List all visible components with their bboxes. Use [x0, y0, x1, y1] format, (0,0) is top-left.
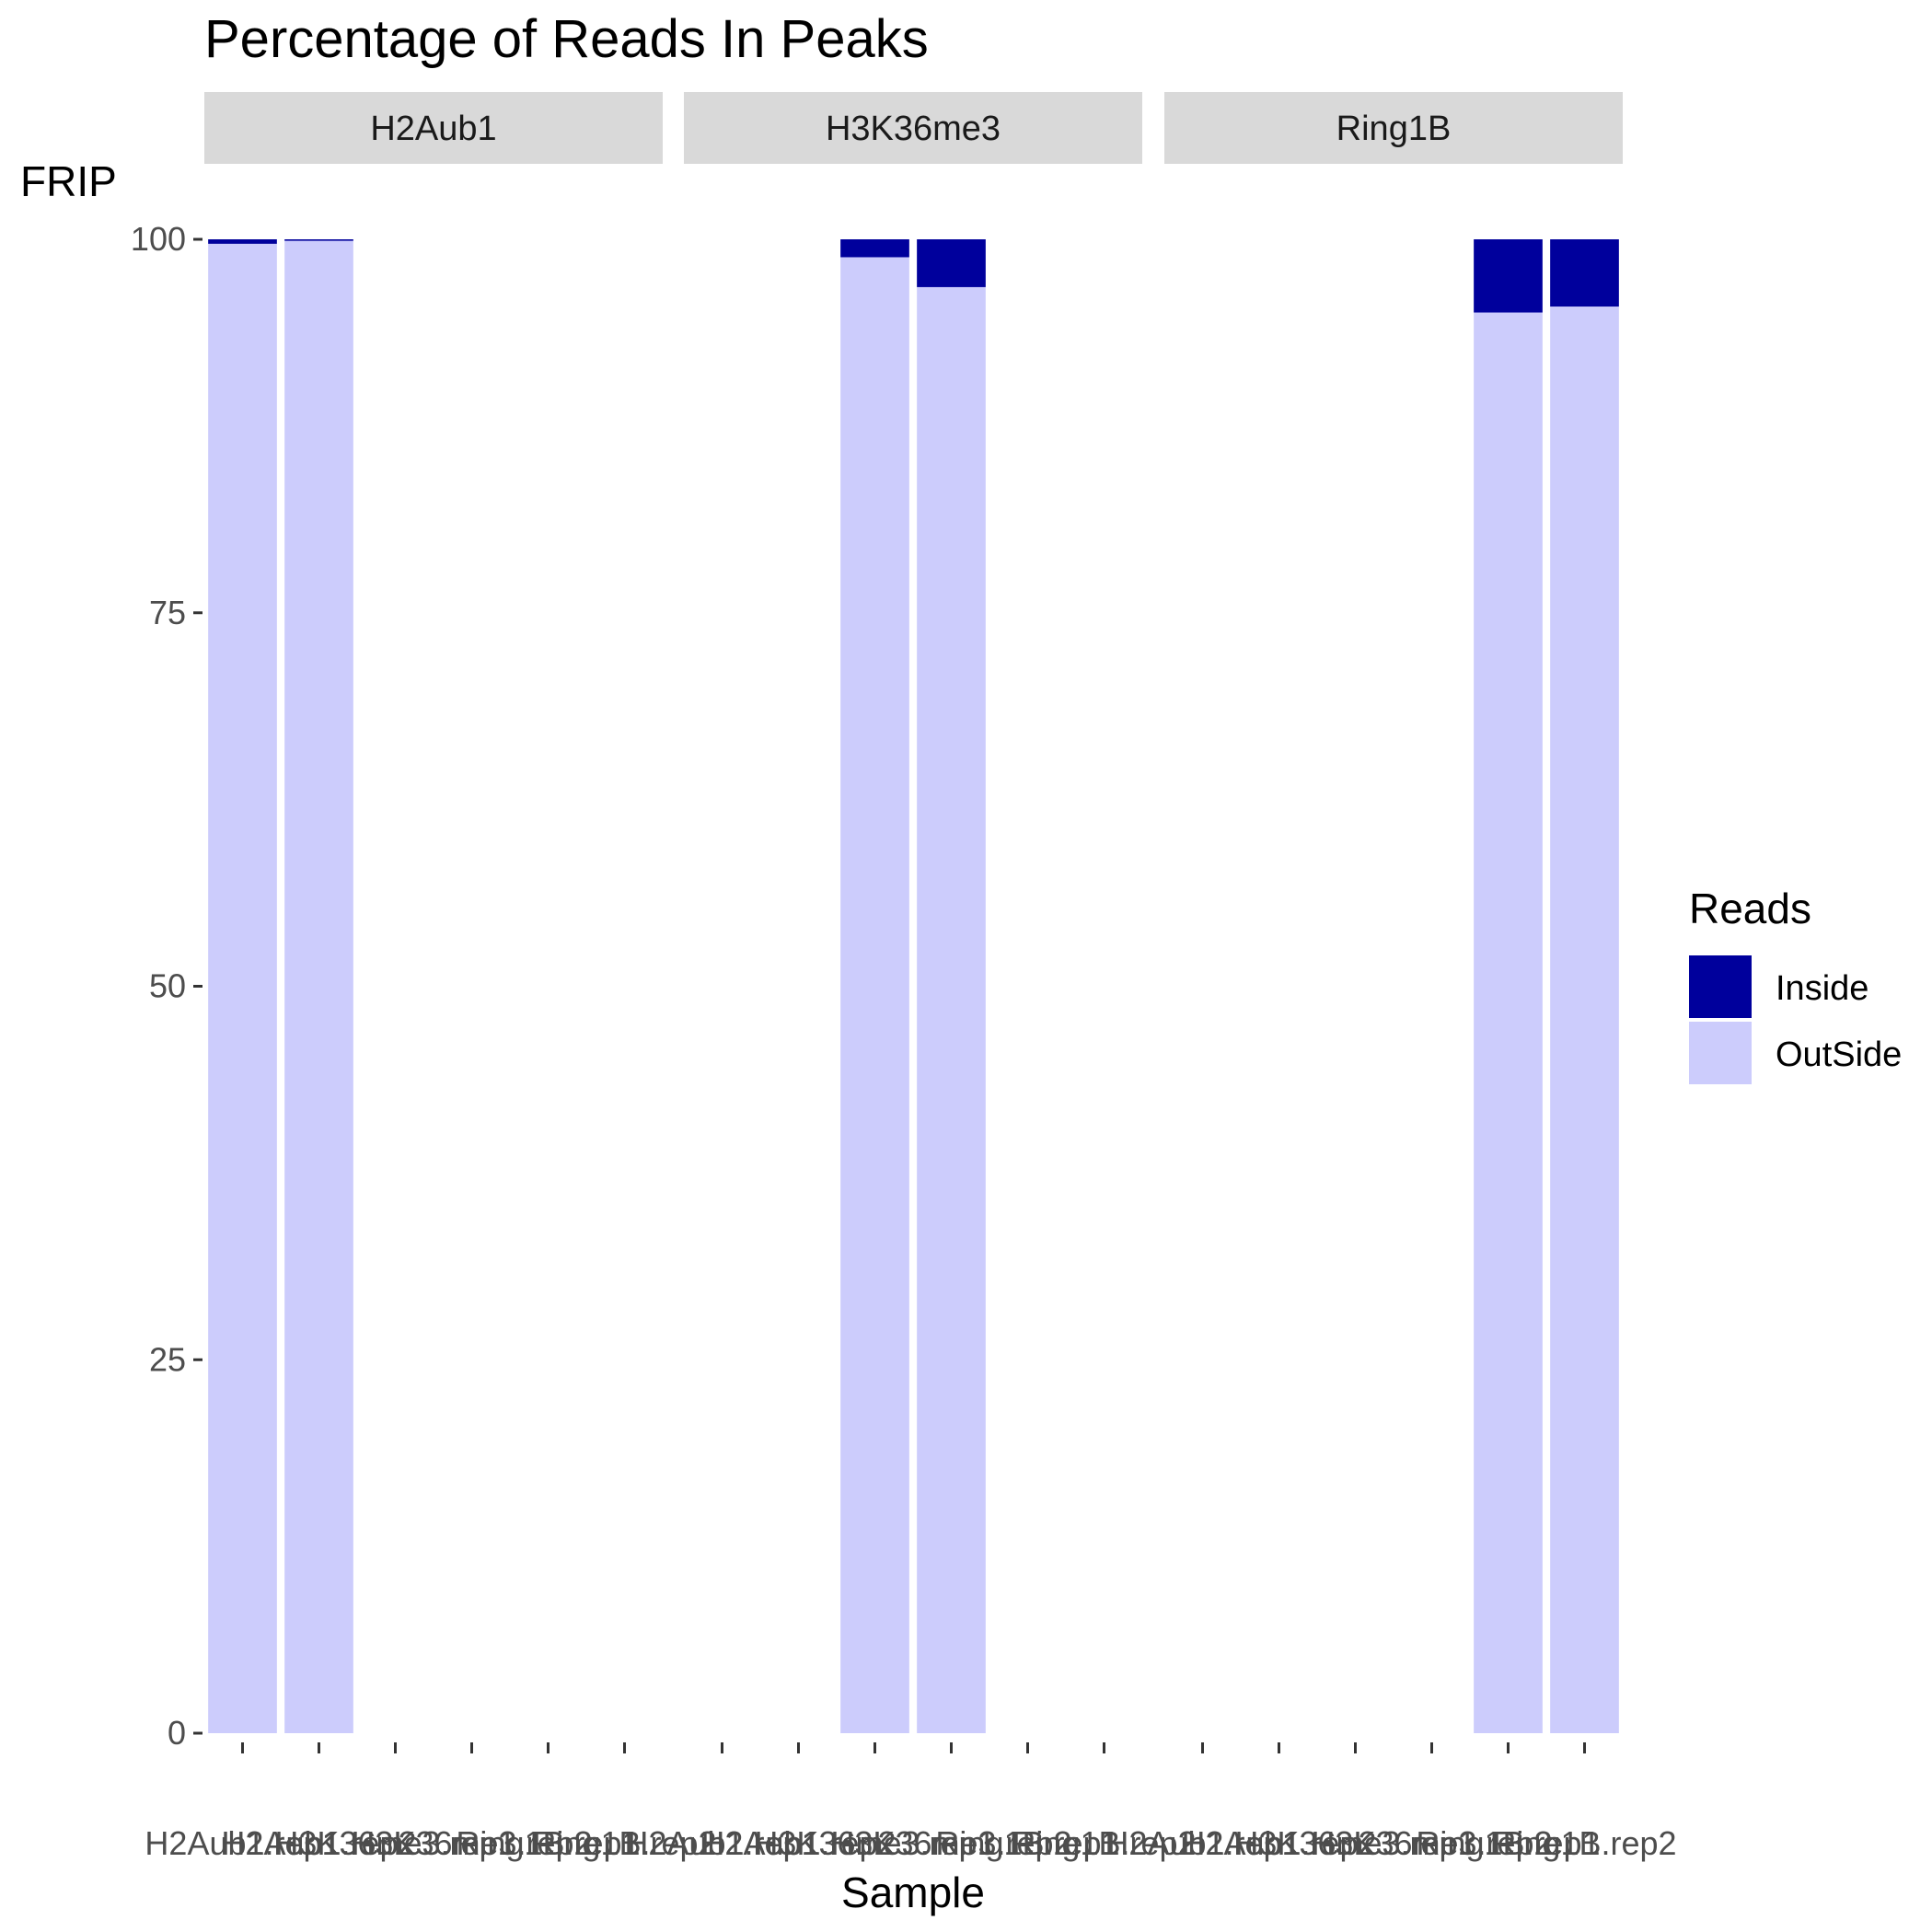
- chart-title: Percentage of Reads In Peaks: [204, 9, 929, 69]
- x-tick-label: H3K36me3.rep2: [830, 1824, 1071, 1862]
- x-tick-label: Ring1B.rep2: [1492, 1824, 1676, 1862]
- legend-label-outside: OutSide: [1776, 1035, 1902, 1074]
- y-tick-label: 75: [149, 594, 186, 631]
- x-tick-label: Ring1B.rep1: [1416, 1824, 1600, 1862]
- x-tick-label: H2Aub1.rep2: [221, 1824, 416, 1862]
- x-tick-label: H2Aub1.rep1: [145, 1824, 340, 1862]
- bar-inside-h2aub1-rep1: [208, 239, 277, 244]
- x-tick-label: H3K36me3.rep2: [1311, 1824, 1552, 1862]
- x-tick-label: H3K36me3.rep1: [1234, 1824, 1475, 1862]
- bar-inside-ring1b-rep1: [1474, 239, 1543, 313]
- facet-strips: H2Aub1 H3K36me3 Ring1B: [204, 92, 1623, 164]
- y-tick-label: 0: [168, 1714, 186, 1752]
- bar-outside-ring1b-rep2: [1550, 307, 1619, 1733]
- bar-inside-ring1b-rep2: [1550, 239, 1619, 307]
- x-tick-label: Ring1B.rep1: [935, 1824, 1119, 1862]
- y-axis: 0 25 50 75 100: [131, 220, 202, 1752]
- bar-outside-h2aub1-rep2: [284, 240, 353, 1733]
- bar-inside-h2aub1-rep2: [284, 239, 353, 241]
- x-tick-label: H2Aub1.rep1: [624, 1824, 819, 1862]
- x-tick-label: H3K36me3.rep2: [351, 1824, 592, 1862]
- bar-inside-h3k36me3-rep2: [917, 239, 986, 287]
- x-tick-label: H2Aub1.rep1: [1105, 1824, 1300, 1862]
- legend: Reads Inside OutSide: [1689, 885, 1902, 1084]
- legend-label-inside: Inside: [1776, 969, 1868, 1008]
- x-tick-label: Ring1B.rep2: [532, 1824, 716, 1862]
- x-axis-title: Sample: [841, 1868, 985, 1916]
- legend-title: Reads: [1689, 885, 1811, 932]
- x-tick-label: H3K36me3.rep1: [754, 1824, 995, 1862]
- x-tick-label: Ring1B.rep2: [1012, 1824, 1196, 1862]
- y-tick-label: 100: [131, 220, 186, 258]
- x-axis: H2Aub1.rep1H2Aub1.rep2H3K36me3.rep1H3K36…: [145, 1742, 1677, 1862]
- y-tick-label: 50: [149, 967, 186, 1005]
- facet-strip-label: Ring1B: [1336, 110, 1452, 148]
- x-tick-label: H3K36me3.rep1: [274, 1824, 515, 1862]
- legend-key-outside: [1689, 1022, 1752, 1084]
- bar-inside-h3k36me3-rep1: [840, 239, 909, 258]
- facet-strip: [684, 92, 1142, 164]
- facet-strip-label: H3K36me3: [826, 110, 1001, 148]
- facet-strip: [204, 92, 663, 164]
- x-tick-label: Ring1B.rep1: [456, 1824, 640, 1862]
- y-tick-label: 25: [149, 1340, 186, 1378]
- facet-strip-label: H2Aub1: [370, 110, 496, 148]
- facet-panels: [208, 239, 1619, 1734]
- x-tick-label: H2Aub1.rep2: [700, 1824, 896, 1862]
- bar-outside-h3k36me3-rep2: [917, 286, 986, 1733]
- x-tick-label: H2Aub1.rep2: [1181, 1824, 1376, 1862]
- y-axis-title: FRIP: [20, 157, 117, 205]
- bar-outside-h3k36me3-rep1: [840, 257, 909, 1733]
- facet-strip: [1164, 92, 1623, 164]
- bar-outside-ring1b-rep1: [1474, 312, 1543, 1734]
- legend-key-inside: [1689, 955, 1752, 1018]
- bar-outside-h2aub1-rep1: [208, 243, 277, 1733]
